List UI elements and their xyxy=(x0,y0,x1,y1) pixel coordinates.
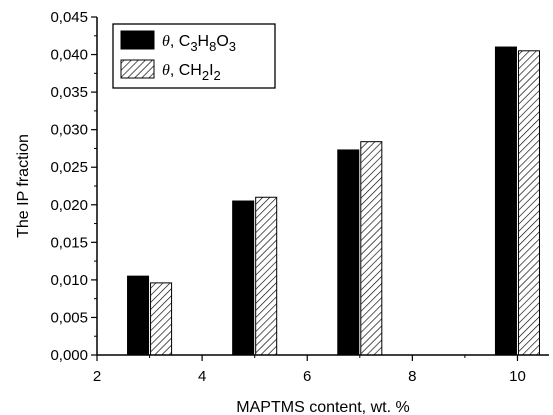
y-tick-label: 0,020 xyxy=(50,197,88,214)
bar-series1-x7 xyxy=(337,149,360,356)
legend: θ, C3H8O3 θ, CH2I2 xyxy=(112,23,276,89)
y-tick-label: 0,040 xyxy=(50,47,88,64)
x-tick-label: 2 xyxy=(93,368,101,385)
bar-series1-x5 xyxy=(232,200,255,356)
y-axis-title: The IP fraction xyxy=(15,134,32,238)
y-tick-label: 0,045 xyxy=(50,9,88,26)
y-tick-label: 0,005 xyxy=(50,309,88,326)
axes-group: 0,000 0,005 0,010 0,015 0,020 0,025 0,030 0,035… xyxy=(50,9,549,385)
x-tick-label: 10 xyxy=(509,368,526,385)
bar-series2-x10 xyxy=(517,50,540,356)
legend-label-series2: θ, CH2I2 xyxy=(162,62,221,83)
legend-label-series1: θ, C3H8O3 xyxy=(162,33,236,54)
bars-group xyxy=(127,46,540,356)
bar-series1-x3 xyxy=(127,275,150,356)
y-tick-label: 0,010 xyxy=(50,272,88,289)
bar-series1-x10 xyxy=(494,46,517,356)
legend-swatch-series2 xyxy=(120,59,155,79)
y-tick-label: 0,035 xyxy=(50,84,88,101)
y-tick-label: 0,015 xyxy=(50,234,88,251)
legend-swatch-series1 xyxy=(120,30,155,50)
x-axis-title: MAPTMS content, wt. % xyxy=(236,399,409,415)
y-tick-label: 0,025 xyxy=(50,159,88,176)
x-tick-label: 4 xyxy=(198,368,206,385)
y-tick-label: 0,000 xyxy=(50,347,88,364)
bar-series2-x3 xyxy=(150,282,173,356)
y-tick-label: 0,030 xyxy=(50,122,88,139)
x-tick-label: 6 xyxy=(303,368,311,385)
bar-series2-x5 xyxy=(255,196,278,356)
bar-series2-x7 xyxy=(360,141,383,356)
x-tick-label: 8 xyxy=(408,368,416,385)
